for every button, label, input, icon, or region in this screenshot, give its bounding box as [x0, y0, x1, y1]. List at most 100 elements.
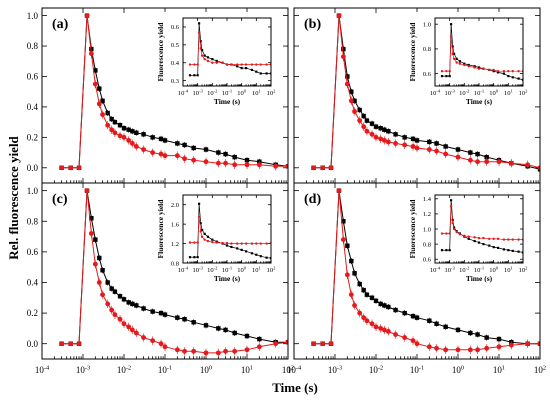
inset-d-series-0-point	[511, 249, 514, 253]
panel-b-series-0-point	[410, 136, 416, 142]
inset-c-series-0-point	[240, 248, 243, 251]
inset-d-series-1-point	[452, 227, 456, 231]
panel-b-series-0-point	[364, 118, 370, 123]
panel-a-series-1-point	[133, 144, 139, 149]
inset-a-series-0-point	[188, 74, 192, 77]
panel-b-series-1-point	[311, 165, 316, 171]
panel-a: 0.0 0.2 0.4 0.6 0.8 1.0 (a) 10-4 10-3 10-2 10-1 100…	[27, 7, 289, 184]
panel-b-series-1-point	[352, 109, 357, 114]
panel-a-series-1-point	[150, 150, 156, 155]
panel-c-series-0-point	[158, 310, 164, 316]
panel-b-series-1-point	[348, 98, 354, 104]
inset-d-series-0-point	[521, 251, 523, 254]
inset-b-series-1-point	[449, 35, 453, 38]
panel-c-x-tick-label: 10-1	[158, 364, 172, 375]
panel-d-x-tick-label: 10-2	[369, 364, 383, 375]
inset-a-x-tick-label: 10-4	[178, 88, 189, 97]
inset-d-y-tick-label: 0.6	[423, 256, 432, 263]
inset-a-series-1-point	[203, 57, 206, 61]
inset-c-series-0-point	[244, 250, 248, 253]
panel-d-series-1-point	[525, 341, 531, 347]
inset-a-frame	[182, 17, 272, 87]
shared-y-axis-label: Rel. fluorescence yield	[6, 135, 21, 259]
panel-b-series-1-point	[373, 134, 379, 140]
inset-c-y-tick-label: 1.2	[171, 241, 179, 248]
inset-d-series-0-point	[496, 246, 500, 249]
inset-b-series-0-point	[463, 62, 466, 65]
inset-c-series-1-point	[255, 242, 258, 245]
panel-b-series-1-point	[455, 154, 461, 160]
inset-d-x-tick-label: 10-4	[430, 265, 441, 274]
inset-c-series-1-point	[230, 242, 233, 245]
inset-c-frame	[182, 194, 272, 264]
panel-a-series-1-point	[112, 130, 118, 136]
inset-a-series-1-point	[196, 63, 199, 66]
inset-d-series-1-point	[467, 235, 470, 238]
inset-d-series-1-point	[488, 237, 491, 241]
panel-c-x-tick-label: 10-3	[76, 364, 90, 375]
inset-a-series-0-point	[196, 74, 199, 77]
panel-a-series-0-point	[93, 68, 98, 73]
panel-a-series-0-point	[150, 135, 155, 140]
inset-b-x-tick-label: 101	[504, 88, 513, 97]
inset-a-series-1-point	[193, 63, 196, 66]
inset-c-series-0-point	[197, 202, 201, 205]
inset-d-series-1-point	[445, 232, 448, 235]
panel-d-x-tick-label: 10-1	[410, 364, 424, 375]
inset-a-series-0-point	[215, 59, 218, 63]
panel-c-series-1-point	[158, 341, 164, 347]
inset-b-series-0-point	[445, 75, 448, 78]
inset-a: 10-4 10-3 10-2 10-1 100 101 102 0.3 0.4 0.5 0.6 Flu…	[156, 17, 276, 106]
inset-b-series-1-point	[496, 69, 500, 73]
inset-a-x-tick-label: 101	[252, 88, 261, 97]
inset-b-x-tick-label: 10-4	[430, 88, 441, 97]
inset-a-series-1-point	[265, 63, 268, 66]
inset-d-series-0-point	[440, 249, 444, 252]
panel-c-series-1-point	[84, 188, 90, 194]
panel-d-series-1-point	[357, 310, 363, 316]
panel-c-series-1-point	[88, 231, 94, 236]
panel-c-series-0-point	[97, 255, 102, 261]
panel-a-series-0-point	[223, 151, 228, 157]
panel-a-series-1-point	[68, 165, 74, 171]
inset-a-series-1-point	[236, 63, 239, 66]
panel-b-series-0-point	[361, 113, 366, 119]
inset-d-x-tick-label: 10-3	[445, 265, 456, 274]
inset-c-series-1-point	[259, 242, 262, 245]
inset-a-x-tick-label: 10-2	[207, 88, 218, 97]
panel-d-series-0-point	[369, 295, 375, 300]
panel-c-series-1-point	[223, 348, 228, 354]
panel-a-series-1-point	[88, 51, 94, 57]
panel-b-series-1-point	[357, 118, 363, 124]
panel-a-series-0-point	[97, 86, 102, 91]
panel-d-series-0-point	[352, 271, 357, 276]
inset-x-axis-label: Time (s)	[214, 97, 241, 106]
inset-a-series-1-point	[255, 63, 258, 66]
panel-c-series-0-point	[191, 320, 196, 325]
inset-a-series-0-point	[265, 72, 268, 75]
inset-b-series-0-point	[473, 65, 476, 68]
inset-d-series-1-point	[507, 238, 510, 241]
inset-d-series-1-point	[473, 236, 476, 239]
inset-c-series-1-point	[193, 241, 196, 244]
panel-a-y-tick-label: 0.6	[27, 72, 39, 82]
inset-a-series-0-point	[240, 67, 243, 70]
panel-b-series-1-point	[369, 131, 375, 137]
inset-d-series-1-point	[463, 234, 466, 238]
inset-c-series-0-point	[211, 238, 214, 241]
panel-label: (b)	[304, 17, 321, 32]
panel-b-series-1-point	[402, 142, 408, 148]
inset-b-series-0-point	[507, 75, 510, 78]
panel-b-series-0-point	[434, 141, 439, 146]
panel-c-series-1-point	[68, 341, 74, 347]
panel-a-series-0-point	[182, 142, 187, 148]
inset-d-series-0-point	[507, 249, 510, 252]
inset-c-y-tick-label: 0.8	[171, 260, 179, 267]
panel-b-series-1-point	[381, 137, 387, 143]
panel-a-series-0-point	[105, 110, 110, 116]
inset-c-series-0-point	[236, 247, 239, 250]
panel-c-series-0-point	[89, 216, 94, 221]
panel-c-frame	[41, 182, 289, 360]
inset-a-series-1-point	[197, 31, 201, 34]
inset-a-series-1-point	[250, 63, 254, 66]
